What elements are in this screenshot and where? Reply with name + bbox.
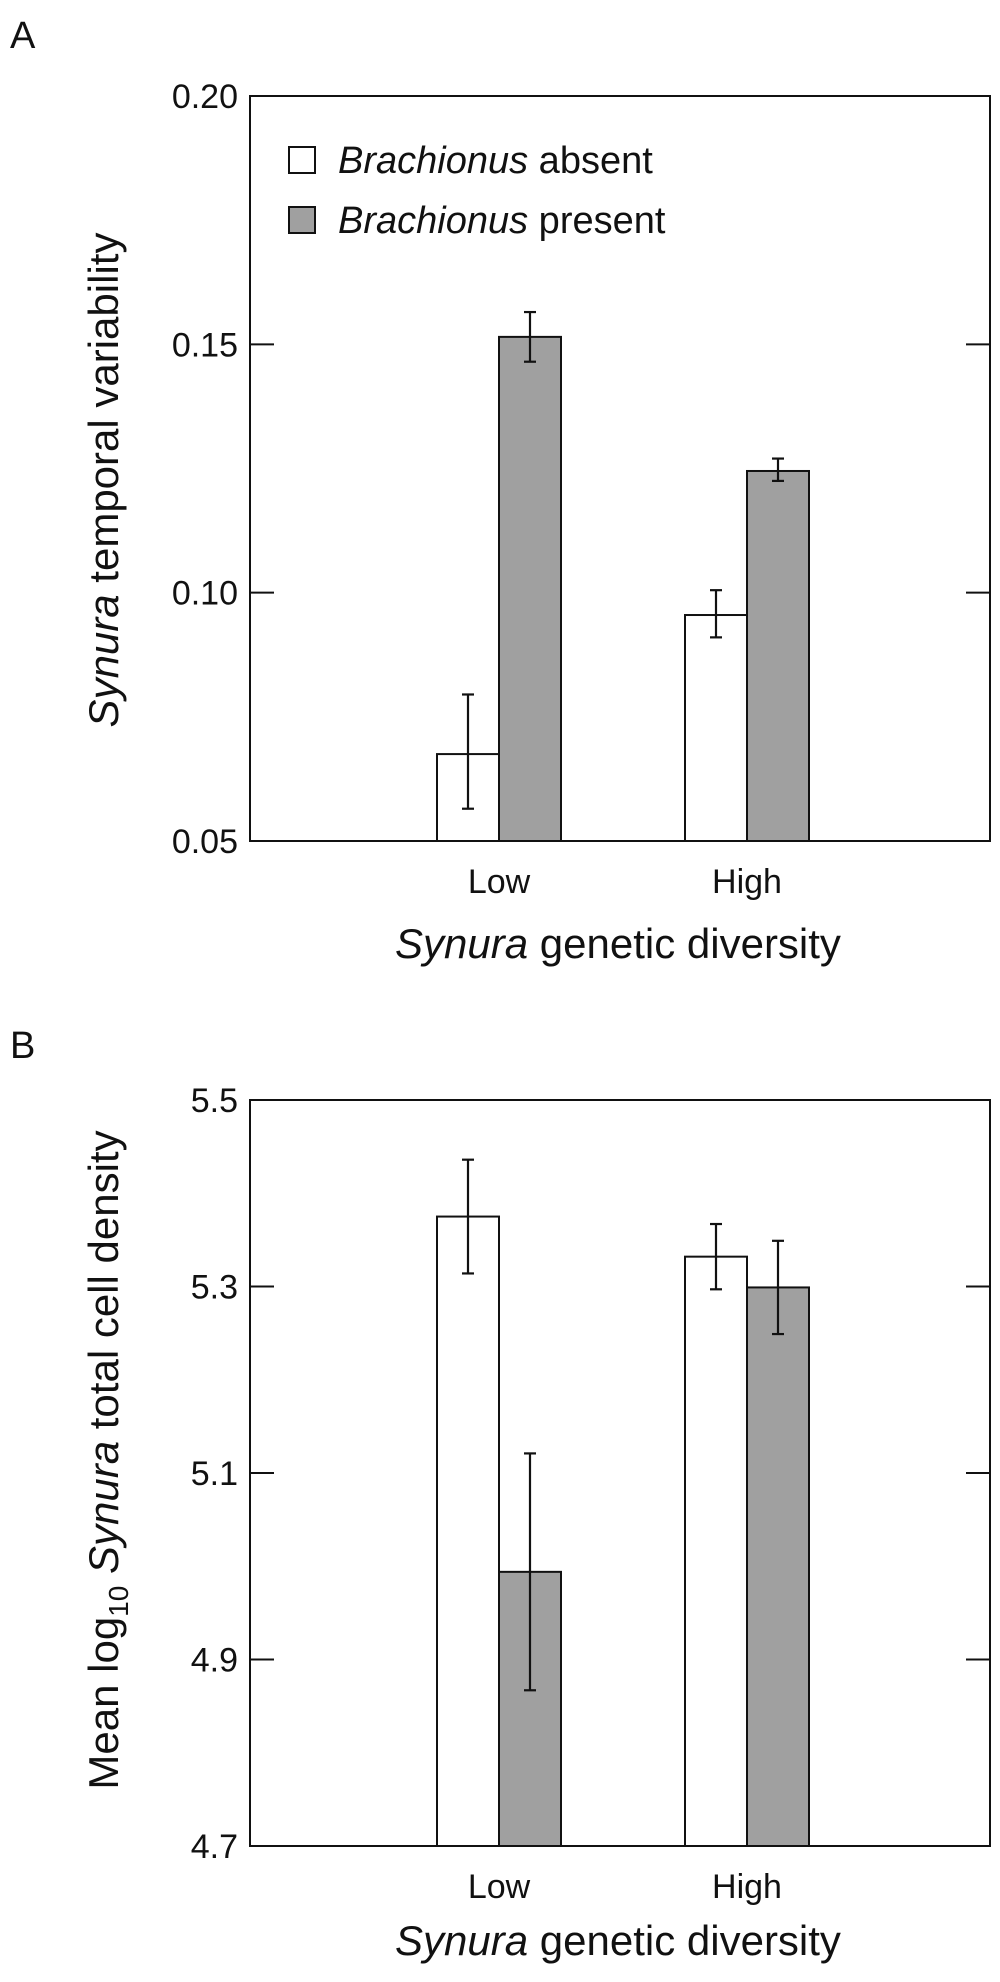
y-tick-label-b: 5.5 — [191, 1082, 238, 1120]
y-tick-label-a: 0.20 — [172, 78, 238, 116]
bar-b-high-present — [746, 1286, 810, 1847]
bar-b-low-absent — [436, 1215, 500, 1847]
y-tick-label-b: 5.3 — [191, 1269, 238, 1307]
y-tick-label-b: 4.9 — [191, 1642, 238, 1680]
y-axis-title-a: Synura temporal variability — [80, 233, 127, 728]
legend-label-present: Brachionus present — [338, 200, 666, 242]
x-tick-label-b: Low — [468, 1868, 531, 1906]
x-axis-title-b: Synura genetic diversity — [395, 1917, 841, 1964]
bar-a-low-present — [498, 335, 562, 842]
panel-a-label: A — [10, 15, 36, 57]
bar-a-high-present — [746, 469, 810, 842]
plot-frame-a — [249, 95, 991, 842]
x-tick-label-a: High — [712, 863, 782, 901]
plot-frame-b — [249, 1099, 991, 1847]
x-axis-title-a: Synura genetic diversity — [395, 920, 841, 967]
bar-b-high-absent — [684, 1255, 748, 1848]
legend-a: Brachionus absent Brachionus present — [288, 140, 666, 242]
y-tick-label-b: 4.7 — [191, 1828, 238, 1866]
y-tick-label-a: 0.10 — [172, 575, 238, 613]
chart-b: B Mean log10 Synura total cell density S… — [10, 1025, 991, 1964]
legend-swatch-absent — [288, 146, 316, 174]
plot-area-a: 0.05 0.10 0.15 0.20 Low High — [172, 78, 991, 901]
panel-b: B Mean log10 Synura total cell density S… — [0, 1000, 1000, 1982]
y-tick-label-b: 5.1 — [191, 1455, 238, 1493]
y-tick-label-a: 0.15 — [172, 326, 238, 364]
y-tick-label-a: 0.05 — [172, 823, 238, 861]
bar-a-high-absent — [684, 614, 748, 842]
legend-swatch-present — [288, 206, 316, 234]
plot-area-b: 4.7 4.9 5.1 5.3 5.5 Low High — [191, 1082, 991, 1906]
x-tick-label-b: High — [712, 1868, 782, 1906]
y-axis-title-b: Mean log10 Synura total cell density — [80, 1130, 134, 1789]
panel-a: A Synura temporal variability Synura gen… — [0, 0, 1000, 990]
x-tick-label-a: Low — [468, 863, 531, 901]
legend-label-absent: Brachionus absent — [338, 140, 653, 182]
chart-a: A Synura temporal variability Synura gen… — [10, 15, 991, 967]
panel-b-label: B — [10, 1025, 35, 1067]
